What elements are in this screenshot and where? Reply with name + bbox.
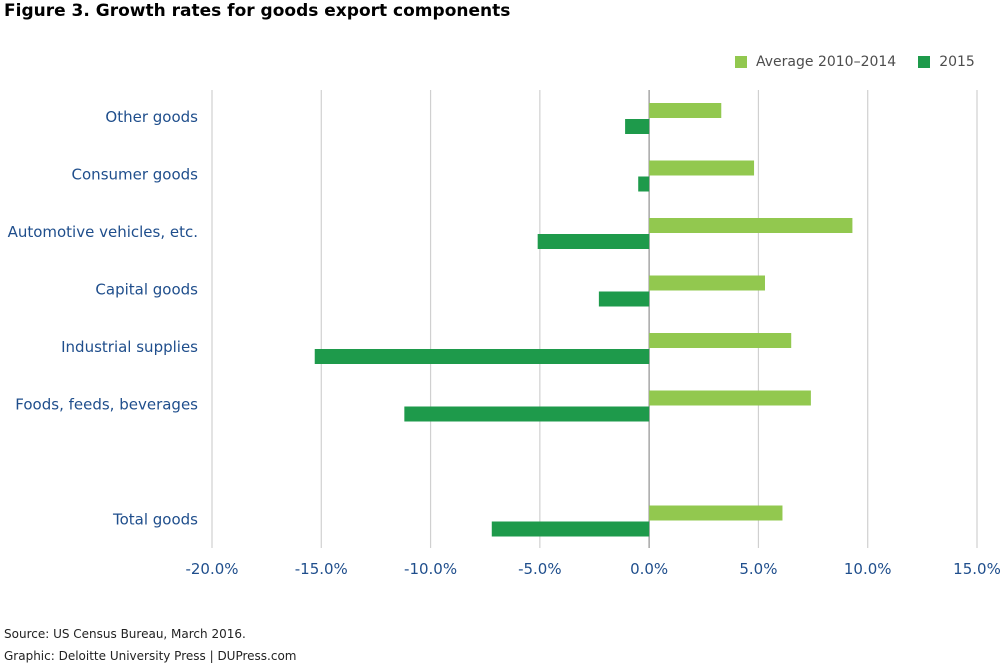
bar-average <box>649 218 853 233</box>
x-tick-label: -5.0% <box>518 560 562 578</box>
legend-swatch-2015 <box>918 56 931 68</box>
bar-2015 <box>625 119 650 134</box>
category-label: Capital goods <box>95 281 198 299</box>
graphic-credit: Graphic: Deloitte University Press | DUP… <box>4 649 297 663</box>
category-label: Total goods <box>112 511 198 529</box>
category-label: Foods, feeds, beverages <box>15 396 198 414</box>
x-tick-label: 5.0% <box>739 560 777 578</box>
bar-average <box>649 103 722 118</box>
x-tick-label: -10.0% <box>404 560 457 578</box>
category-label: Industrial supplies <box>61 338 198 356</box>
bar-2015 <box>314 349 650 364</box>
category-label: Automotive vehicles, etc. <box>8 223 198 241</box>
legend: Average 2010–2014 2015 <box>735 54 997 70</box>
x-tick-label: 15.0% <box>953 560 1000 578</box>
bar-2015 <box>598 291 650 307</box>
source-note: Source: US Census Bureau, March 2016. <box>4 627 246 641</box>
x-tick-label: -15.0% <box>295 560 348 578</box>
legend-item-2015: 2015 <box>918 54 975 70</box>
bar-average <box>649 505 783 521</box>
x-tick-label: 0.0% <box>630 560 668 578</box>
bar-average <box>649 390 811 406</box>
bar-2015 <box>491 521 650 537</box>
bar-2015 <box>404 406 650 422</box>
legend-swatch-average <box>735 56 747 68</box>
bar-average <box>649 275 765 291</box>
bar-average <box>649 160 755 176</box>
category-label: Other goods <box>105 108 198 126</box>
chart-title: Figure 3. Growth rates for goods export … <box>4 1 511 21</box>
bar-2015 <box>537 234 650 249</box>
bar-2015 <box>638 176 650 192</box>
category-label: Consumer goods <box>72 166 199 184</box>
legend-item-average: Average 2010–2014 <box>735 54 896 70</box>
bar-average <box>649 333 792 348</box>
legend-label-2015: 2015 <box>939 54 975 70</box>
x-tick-label: -20.0% <box>185 560 238 578</box>
x-tick-label: 10.0% <box>844 560 892 578</box>
legend-label-average: Average 2010–2014 <box>756 54 897 70</box>
